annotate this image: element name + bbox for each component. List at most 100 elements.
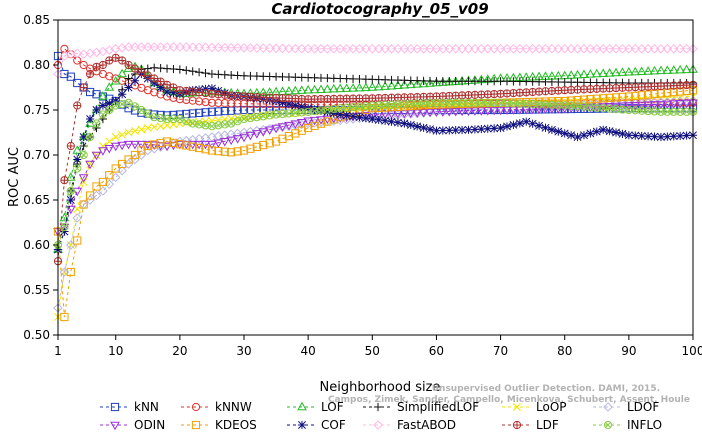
data-point-cof — [310, 105, 319, 114]
data-point-cof — [406, 120, 415, 130]
data-point-loop — [163, 121, 171, 130]
data-point-fastabod — [636, 43, 647, 54]
data-point-odin — [284, 121, 294, 131]
data-point-fastabod — [271, 43, 281, 54]
data-point-fastabod — [463, 43, 474, 54]
data-point-inflo — [515, 99, 524, 108]
data-point-inflo — [656, 107, 666, 116]
data-point-fastabod — [380, 43, 390, 54]
data-point-fastabod — [284, 43, 294, 54]
data-point-inflo — [92, 119, 101, 128]
data-point-odin — [296, 118, 307, 128]
data-point-cof — [663, 132, 672, 141]
data-point-fastabod — [219, 42, 230, 53]
data-point-odin — [457, 107, 467, 117]
data-point-cof — [464, 125, 473, 134]
data-point-cof — [60, 227, 69, 236]
data-point-lof — [59, 212, 70, 222]
data-point-inflo — [451, 98, 460, 107]
data-point-inflo — [567, 101, 576, 111]
data-point-fastabod — [412, 43, 422, 54]
data-point-cof — [98, 101, 107, 110]
data-point-fastabod — [373, 43, 384, 54]
data-point-fastabod — [649, 43, 660, 54]
data-point-lof — [579, 69, 589, 79]
data-point-inflo — [631, 106, 640, 115]
legend-marker-knn — [110, 402, 120, 412]
data-point-lof — [662, 65, 673, 74]
data-point-cof — [432, 126, 441, 135]
data-point-odin — [309, 116, 320, 126]
data-point-fastabod — [662, 43, 673, 54]
data-point-fastabod — [617, 43, 628, 54]
data-point-odin — [136, 140, 147, 150]
data-point-fastabod — [187, 42, 198, 52]
data-point-loop — [98, 142, 107, 150]
data-point-loop — [182, 119, 191, 127]
data-point-kdeos — [310, 121, 319, 130]
legend-marker-odin — [110, 421, 120, 431]
data-point-cof — [355, 113, 364, 122]
data-point-odin — [85, 160, 95, 170]
data-point-inflo — [105, 105, 114, 115]
data-point-inflo — [336, 104, 345, 113]
data-point-inflo — [387, 100, 396, 109]
data-point-inflo — [374, 101, 383, 110]
data-point-lof — [643, 66, 653, 75]
data-point-odin — [175, 140, 185, 150]
data-point-inflo — [201, 121, 210, 130]
data-point-knn — [214, 107, 223, 116]
data-point-simplifiedlof — [195, 68, 204, 77]
x-tick-label: 100 — [682, 344, 702, 358]
data-point-fastabod — [425, 43, 435, 54]
data-point-knn — [85, 87, 95, 97]
data-point-lof — [303, 84, 314, 94]
data-point-fastabod — [264, 43, 275, 54]
data-point-fastabod — [604, 43, 615, 54]
legend-label-ldof: LDOF — [627, 400, 659, 414]
data-point-knn — [271, 105, 281, 115]
data-point-inflo — [509, 99, 518, 108]
data-point-inflo — [425, 98, 435, 108]
data-point-fastabod — [399, 43, 410, 54]
data-point-cof — [413, 122, 422, 131]
data-point-inflo — [560, 101, 569, 110]
data-point-cof — [631, 131, 640, 140]
legend-item-lof: LOF — [287, 400, 344, 414]
data-point-cof — [66, 195, 75, 205]
data-point-inflo — [547, 100, 556, 110]
data-point-odin — [194, 140, 204, 150]
data-point-ldf — [130, 64, 140, 73]
x-tick-label: 90 — [621, 344, 636, 358]
x-tick-label: 80 — [557, 344, 572, 358]
data-point-knn — [220, 106, 229, 116]
y-tick-label: 0.70 — [23, 148, 50, 162]
data-point-kdeos — [624, 92, 633, 101]
data-point-cof — [445, 126, 454, 135]
data-point-fastabod — [572, 43, 583, 54]
data-point-inflo — [361, 101, 370, 111]
data-point-ldf — [73, 101, 82, 110]
data-point-inflo — [618, 105, 627, 114]
data-point-lof — [328, 83, 339, 93]
data-point-inflo — [291, 108, 300, 117]
data-point-lof — [598, 68, 609, 77]
series-line-fastabod — [57, 46, 693, 75]
data-point-loop — [143, 124, 152, 132]
data-point-fastabod — [104, 45, 115, 55]
data-point-kdeos — [92, 182, 101, 191]
data-point-lof — [681, 64, 692, 74]
legend-label-kdeos: KDEOS — [215, 418, 257, 432]
data-point-odin — [142, 140, 153, 150]
data-point-odin — [450, 107, 461, 117]
data-point-kdeos — [631, 91, 640, 100]
data-point-loop — [240, 113, 248, 122]
data-point-fastabod — [611, 43, 621, 54]
data-point-lof — [604, 68, 615, 77]
data-point-kdeos — [66, 267, 75, 277]
data-point-cof — [586, 129, 595, 138]
data-point-fastabod — [123, 42, 134, 52]
data-point-cof — [656, 132, 666, 142]
data-point-fastabod — [508, 43, 519, 54]
